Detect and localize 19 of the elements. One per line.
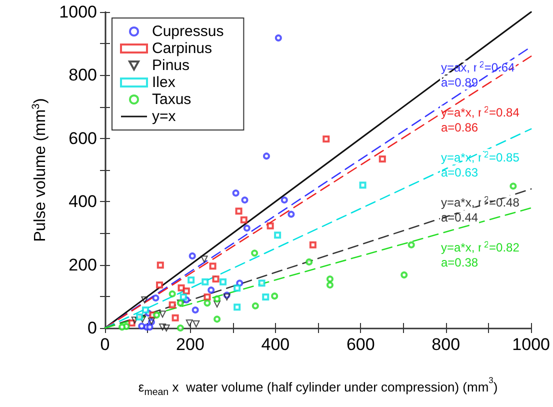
x-tick-label: 400 (261, 335, 290, 354)
y-tick-label: 800 (68, 66, 97, 85)
x-tick-label: 0 (100, 335, 110, 354)
legend-label: Ilex (152, 74, 176, 91)
legend-label: y=x (152, 108, 176, 125)
legend-label: Carpinus (152, 40, 212, 57)
x-tick-label: 800 (432, 335, 460, 354)
legend-label: Pinus (152, 57, 190, 74)
legend-label: Cupressus (152, 23, 224, 40)
y-tick-label: 400 (68, 192, 97, 212)
y-tick-label: 0 (88, 318, 97, 338)
x-tick-label: 1000 (512, 335, 550, 354)
x-tick-label: 200 (176, 335, 204, 354)
y-tick-label: 600 (68, 128, 97, 148)
y-tick-label: 1000 (59, 2, 97, 22)
y-axis-title: Pulse volume (mm3) (30, 98, 49, 242)
x-tick-label: 600 (346, 335, 375, 354)
y-tick-label: 200 (68, 255, 97, 274)
legend-label: Taxus (152, 91, 192, 108)
